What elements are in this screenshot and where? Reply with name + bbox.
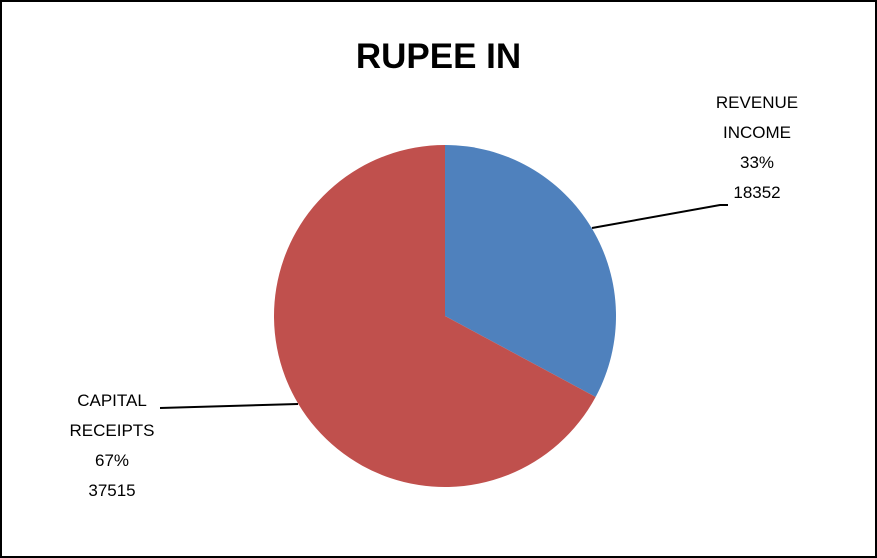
value-label: 18352 [733,183,781,202]
leader-line [591,204,728,229]
pie-slice [274,145,596,487]
value-label: 37515 [88,481,136,500]
chart-title: RUPEE IN [355,37,522,76]
category-label: REVENUE INCOME [715,93,799,142]
pie-slice [445,145,616,397]
percent-label: 33% [739,153,775,172]
data-label: REVENUE INCOME 33% 18352 [692,88,822,208]
category-label: CAPITAL RECEIPTS [69,391,155,440]
percent-label: 67% [94,451,130,470]
data-label: CAPITAL RECEIPTS 67% 37515 [47,386,177,506]
leader-line [159,403,299,409]
